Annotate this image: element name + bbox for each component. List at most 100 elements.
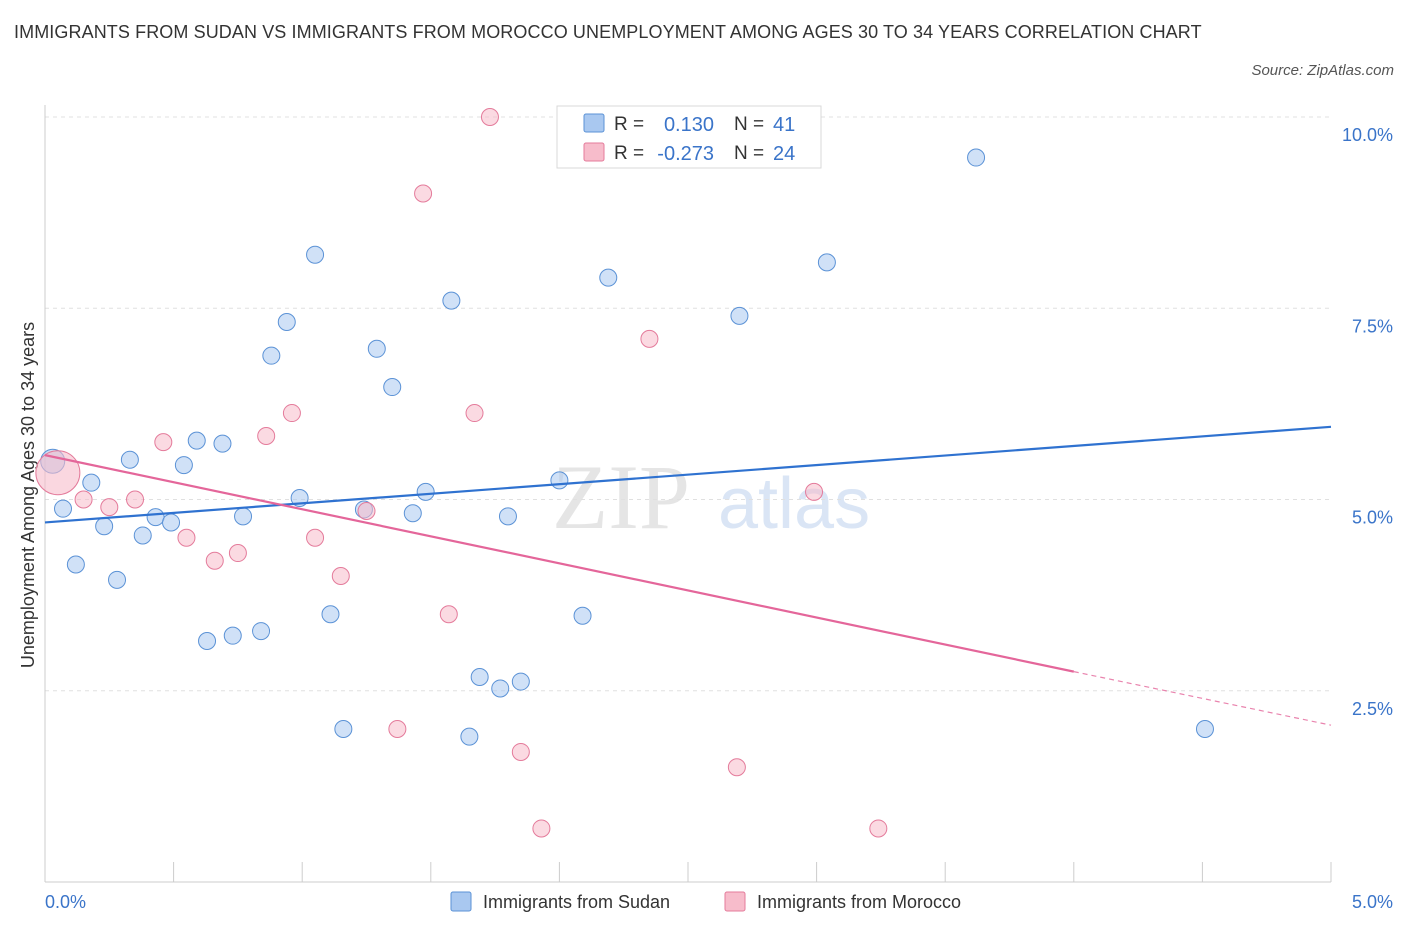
source-label: Source: ZipAtlas.com: [1251, 62, 1394, 79]
sudan-point-39: [967, 148, 986, 167]
morocco-point-15: [439, 605, 458, 624]
morocco-point-10: [306, 528, 325, 547]
sudan-point-12: [198, 632, 217, 651]
morocco-point-4: [154, 433, 173, 452]
x-tick-label-0: 0.0%: [45, 892, 86, 912]
watermark-zip: ZIP: [552, 446, 690, 548]
morocco-point-3: [126, 490, 145, 509]
legend-r-label-sudan: R =: [614, 114, 644, 135]
watermark: ZIP atlas: [552, 446, 870, 548]
sudan-point-29: [460, 727, 479, 746]
morocco-point-16: [465, 404, 484, 423]
trend-lines: [44, 425, 1332, 726]
sudan-point-21: [321, 605, 340, 624]
x-tick-label-1: 5.0%: [1352, 892, 1393, 912]
sudan-point-20: [306, 245, 325, 264]
correlation-legend: R = 0.130 N = 41 R = -0.273 N = 24: [556, 105, 822, 169]
sudan-point-33: [511, 672, 530, 691]
legend-swatch-morocco: [583, 142, 605, 162]
sudan-point-9: [162, 513, 181, 532]
morocco-trend-line-extension: [1073, 671, 1332, 726]
legend-n-label-morocco: N =: [734, 143, 764, 164]
series-morocco-points: [35, 108, 888, 838]
morocco-point-18: [511, 742, 530, 761]
sudan-point-32: [498, 507, 517, 526]
sudan-point-3: [82, 473, 101, 492]
sudan-point-28: [442, 291, 461, 310]
morocco-point-8: [257, 427, 276, 446]
sudan-point-15: [234, 507, 253, 526]
x-tick-labels: 0.0% 5.0%: [45, 892, 1393, 912]
sudan-point-11: [187, 431, 206, 450]
y-tick-label-0: 2.5%: [1352, 699, 1393, 719]
morocco-point-0: [35, 450, 81, 496]
sudan-point-35: [573, 606, 592, 625]
sudan-point-17: [262, 346, 281, 365]
series-legend-label-sudan: Immigrants from Sudan: [483, 892, 670, 912]
y-tick-labels: 2.5% 5.0% 7.5% 10.0%: [1342, 125, 1393, 719]
x-ticks: [44, 862, 1332, 882]
sudan-point-25: [383, 378, 402, 397]
sudan-point-5: [108, 570, 127, 589]
gridlines: [45, 116, 1331, 692]
chart-title: IMMIGRANTS FROM SUDAN VS IMMIGRANTS FROM…: [14, 22, 1202, 42]
sudan-point-4: [95, 517, 114, 536]
series-legend-label-morocco: Immigrants from Morocco: [757, 892, 961, 912]
sudan-point-27: [416, 482, 435, 501]
sudan-point-18: [277, 313, 296, 332]
sudan-point-22: [334, 720, 353, 738]
sudan-point-37: [730, 306, 749, 325]
morocco-point-20: [640, 329, 659, 348]
sudan-point-34: [550, 471, 569, 490]
y-tick-label-1: 5.0%: [1352, 508, 1393, 528]
morocco-point-7: [228, 544, 247, 563]
sudan-point-6: [120, 450, 139, 469]
morocco-point-14: [414, 184, 433, 203]
series-sudan-points: [40, 148, 1214, 746]
morocco-point-19: [532, 819, 551, 838]
morocco-point-12: [357, 501, 376, 520]
morocco-point-11: [331, 567, 350, 585]
sudan-point-13: [213, 434, 232, 453]
morocco-point-22: [805, 482, 824, 501]
sudan-point-40: [1195, 720, 1214, 738]
morocco-trend-line: [44, 454, 1075, 673]
morocco-point-21: [727, 758, 746, 777]
watermark-atlas: atlas: [718, 464, 870, 544]
legend-r-value-morocco: -0.273: [657, 143, 714, 165]
legend-r-value-sudan: 0.130: [664, 114, 714, 136]
sudan-point-24: [367, 339, 386, 358]
sudan-trend-line: [44, 425, 1332, 524]
y-tick-label-2: 7.5%: [1352, 316, 1393, 336]
y-axis-label: Unemployment Among Ages 30 to 34 years: [18, 322, 38, 668]
legend-n-label-sudan: N =: [734, 114, 764, 135]
morocco-point-17: [480, 108, 499, 126]
morocco-point-13: [388, 720, 407, 738]
legend-n-value-morocco: 24: [773, 143, 795, 165]
y-tick-label-3: 10.0%: [1342, 125, 1393, 145]
series-legend-swatch-morocco: [724, 891, 746, 912]
morocco-point-5: [177, 528, 196, 547]
legend-r-label-morocco: R =: [614, 143, 644, 164]
series-legend: Immigrants from Sudan Immigrants from Mo…: [450, 891, 961, 912]
sudan-point-8: [146, 508, 165, 527]
sudan-point-36: [599, 268, 618, 287]
sudan-point-31: [491, 679, 510, 698]
morocco-point-1: [74, 490, 93, 509]
sudan-point-26: [403, 504, 422, 523]
sudan-point-16: [252, 622, 271, 641]
morocco-point-9: [282, 404, 301, 423]
sudan-point-10: [174, 456, 193, 475]
sudan-point-2: [66, 555, 85, 574]
morocco-point-6: [205, 551, 224, 570]
legend-n-value-sudan: 41: [773, 114, 795, 136]
morocco-point-2: [100, 498, 119, 517]
sudan-point-30: [470, 667, 489, 686]
sudan-point-7: [133, 526, 152, 545]
sudan-point-14: [223, 626, 242, 645]
morocco-point-23: [869, 819, 888, 838]
sudan-point-1: [54, 499, 73, 518]
legend-swatch-sudan: [583, 113, 605, 133]
sudan-point-38: [817, 253, 836, 272]
